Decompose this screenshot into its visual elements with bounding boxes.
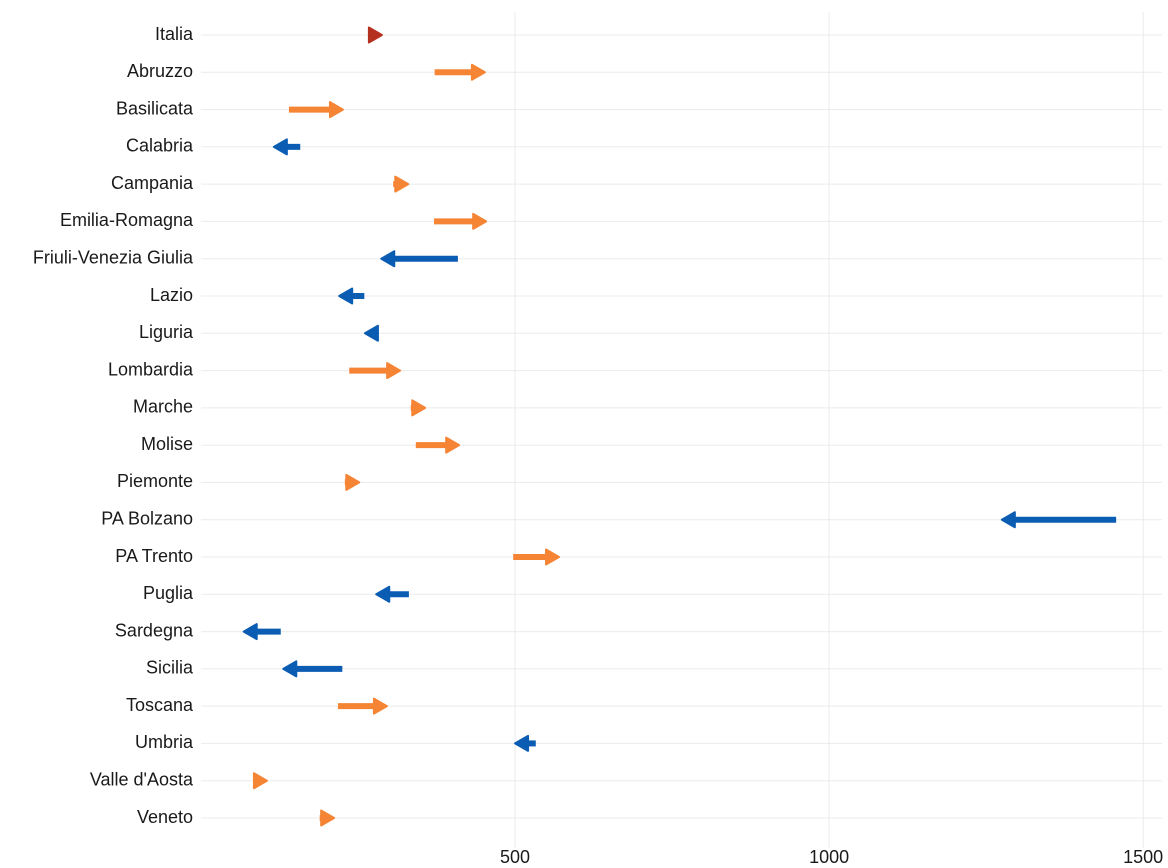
y-tick-label: Veneto bbox=[137, 807, 193, 827]
arrow-head bbox=[545, 548, 561, 566]
arrow-head bbox=[375, 585, 391, 603]
y-tick-label: Marche bbox=[133, 397, 193, 417]
x-tick-label: 1000 bbox=[809, 847, 849, 867]
arrow-head bbox=[372, 697, 388, 715]
arrow-head bbox=[345, 473, 361, 491]
y-tick-label: PA Trento bbox=[115, 546, 193, 566]
arrow-head bbox=[394, 175, 410, 193]
arrow-head bbox=[445, 436, 461, 454]
arrow-head bbox=[380, 250, 396, 268]
arrow-head bbox=[338, 287, 354, 305]
arrow-head bbox=[411, 399, 427, 417]
arrow-head bbox=[282, 660, 298, 678]
y-tick-label: Piemonte bbox=[117, 471, 193, 491]
y-tick-label: Sardegna bbox=[115, 620, 194, 640]
arrow-head bbox=[320, 809, 336, 827]
arrow-head bbox=[367, 26, 383, 44]
y-tick-label: Molise bbox=[141, 434, 193, 454]
y-tick-label: Umbria bbox=[135, 732, 194, 752]
arrow-head bbox=[252, 772, 268, 790]
y-tick-label: Lombardia bbox=[108, 359, 194, 379]
y-tick-label: Italia bbox=[155, 24, 194, 44]
arrow-head bbox=[363, 324, 379, 342]
y-tick-label: Liguria bbox=[139, 322, 194, 342]
arrow-head bbox=[514, 734, 530, 752]
y-tick-label: Sicilia bbox=[146, 658, 194, 678]
y-tick-label: Basilicata bbox=[116, 98, 194, 118]
arrow-head bbox=[472, 212, 488, 230]
x-tick-label: 1500 bbox=[1123, 847, 1163, 867]
y-tick-label: PA Bolzano bbox=[101, 508, 193, 528]
y-tick-label: Puglia bbox=[143, 583, 194, 603]
arrow-head bbox=[470, 63, 486, 81]
y-tick-label: Campania bbox=[111, 173, 194, 193]
arrow-head bbox=[1000, 511, 1016, 529]
arrow-head bbox=[328, 101, 344, 119]
arrow-head bbox=[272, 138, 288, 156]
y-tick-label: Calabria bbox=[126, 136, 194, 156]
arrow-head bbox=[386, 362, 402, 380]
y-tick-label: Lazio bbox=[150, 285, 193, 305]
y-tick-label: Friuli-Venezia Giulia bbox=[33, 247, 194, 267]
x-tick-label: 500 bbox=[500, 847, 530, 867]
arrow-head bbox=[242, 623, 258, 641]
y-tick-label: Abruzzo bbox=[127, 61, 193, 81]
y-tick-label: Valle d'Aosta bbox=[90, 769, 194, 789]
y-tick-label: Emilia-Romagna bbox=[60, 210, 194, 230]
y-tick-label: Toscana bbox=[126, 695, 194, 715]
